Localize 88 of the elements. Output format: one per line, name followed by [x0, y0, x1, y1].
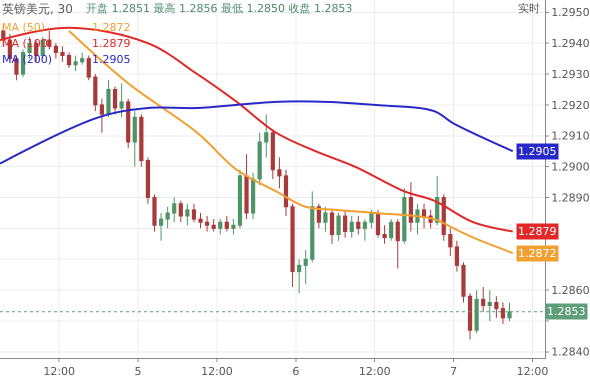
candlestick — [396, 218, 400, 269]
candlestick — [474, 290, 479, 334]
candlestick — [224, 216, 229, 232]
x-tick-label: 12:00 — [201, 365, 233, 378]
candlestick — [198, 212, 203, 229]
y-tick-label: 1.2900 — [551, 160, 590, 174]
candlestick — [290, 203, 295, 288]
chart-title: 英镑美元, 30 — [2, 2, 73, 16]
candlestick — [54, 42, 58, 60]
candlestick — [204, 216, 210, 232]
candlestick — [152, 194, 157, 232]
candlestick — [356, 216, 360, 236]
candlestick — [178, 200, 183, 223]
y-tick-label: 1.2930 — [551, 68, 590, 81]
candlestick — [251, 172, 256, 220]
annotation: 开盘 1.2851 最高 1.2856 最低 1.2850 收盘 1.2853 — [86, 2, 352, 15]
candlestick — [192, 203, 196, 223]
candlestick — [218, 218, 222, 236]
data-label: 1.2879 — [518, 225, 556, 238]
y-tick-label: 1.2950 — [551, 6, 590, 20]
candlestick — [297, 258, 302, 294]
candlestick — [494, 296, 498, 318]
candlestick — [132, 110, 137, 168]
candlestick — [448, 228, 452, 257]
candlestick — [264, 114, 268, 158]
candlestick — [422, 203, 426, 229]
candlestick — [244, 154, 249, 220]
candlestick — [304, 249, 308, 284]
candlestick — [93, 74, 98, 112]
candlestick — [146, 156, 150, 204]
candlestick — [166, 206, 170, 229]
candlestick — [158, 212, 164, 242]
candlestick — [408, 182, 413, 232]
candlestick — [461, 262, 466, 303]
x-tick-label: 6 — [292, 365, 300, 378]
candlestick — [310, 190, 314, 263]
candlestick — [231, 218, 236, 236]
y-tick-label: 1.2940 — [551, 37, 590, 50]
x-tick-label: 12:00 — [358, 365, 391, 378]
candlestick — [284, 169, 288, 217]
y-tick-label: 1.2910 — [551, 130, 590, 143]
candlestick — [343, 209, 348, 238]
candlestick — [382, 224, 387, 244]
annotation: 1.2872 — [92, 21, 130, 34]
candlestick — [330, 209, 334, 244]
x-tick-label: 12:00 — [516, 365, 548, 378]
candlestick — [488, 290, 492, 322]
candlestick — [60, 46, 65, 62]
candlestick — [73, 55, 78, 72]
candlestick — [468, 292, 472, 340]
candlestick — [402, 188, 406, 244]
annotation: 1.2879 — [92, 37, 130, 50]
candlestick — [323, 206, 328, 232]
candlestick — [350, 216, 354, 238]
candlestick — [270, 129, 275, 180]
candlestick — [336, 212, 341, 242]
candlestick — [139, 114, 144, 168]
candlestick — [86, 55, 91, 81]
candlestick — [212, 218, 216, 232]
y-tick-label: 1.2920 — [551, 98, 590, 112]
y-tick-label: 1.2840 — [551, 346, 590, 359]
candlestick — [80, 52, 84, 66]
y-tick-label: 1.2860 — [551, 284, 590, 297]
candlestick — [389, 218, 394, 242]
candlestick — [66, 52, 72, 68]
data-label: 1.2872 — [518, 247, 556, 260]
candlestick — [362, 218, 367, 242]
candlestick — [112, 86, 118, 115]
candlestick — [120, 82, 124, 118]
candlestick — [481, 286, 486, 312]
candlestick — [507, 302, 512, 322]
candlestick — [277, 156, 282, 189]
candlestick — [126, 98, 130, 149]
candlestick — [106, 80, 111, 118]
candlestick — [185, 203, 190, 226]
data-label: 1.2905 — [518, 145, 556, 158]
x-tick-label: 5 — [134, 365, 142, 378]
candlestick — [238, 169, 242, 229]
x-tick-label: 12:00 — [43, 365, 76, 378]
candlestick — [100, 98, 104, 134]
candlestick — [500, 302, 506, 325]
candlestick — [258, 132, 262, 186]
y-tick-label: 1.2890 — [551, 191, 590, 204]
x-tick-label: 7 — [450, 365, 458, 378]
ref-line-label: 1.2853 — [547, 305, 586, 318]
annotation: 实时 — [518, 2, 540, 15]
candlestick — [172, 197, 176, 223]
candlestick — [454, 240, 460, 272]
